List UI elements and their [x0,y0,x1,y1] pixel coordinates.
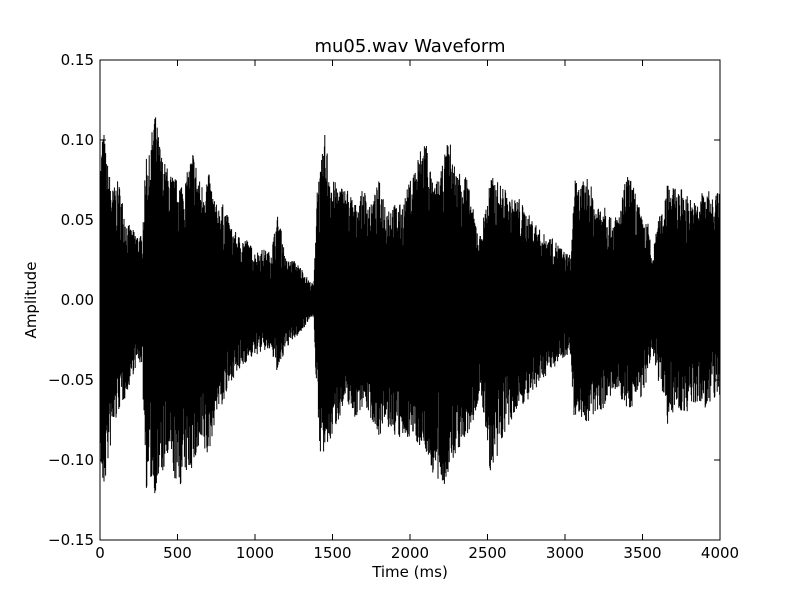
y-tick-label: −0.10 [48,451,94,469]
y-tick-label: 0.10 [61,131,94,149]
x-tick-label: 3500 [623,544,661,562]
plot-frame [99,59,721,541]
x-tick-label: 500 [163,544,192,562]
y-tick-label: 0.05 [61,211,94,229]
x-tick-label: 1500 [313,544,351,562]
x-tick-label: 3000 [546,544,584,562]
y-tick-label: −0.15 [48,531,94,549]
x-tick-label: 0 [95,544,105,562]
y-tick-label: 0.15 [61,51,94,69]
axis-ticks: 0 500 1000 1500 2000 2500 3000 3500 4000 0.15 0.10… [48,51,739,562]
x-axis-label: Time (ms) [371,563,448,581]
y-tick-label: −0.05 [48,371,94,389]
y-tick-label: 0.00 [61,291,94,309]
chart-title: mu05.wav Waveform [314,36,505,57]
x-tick-label: 2500 [468,544,506,562]
x-tick-label: 2000 [391,544,429,562]
y-axis-label: Amplitude [22,262,40,339]
x-tick-label: 4000 [701,544,739,562]
x-tick-label: 1000 [236,544,274,562]
